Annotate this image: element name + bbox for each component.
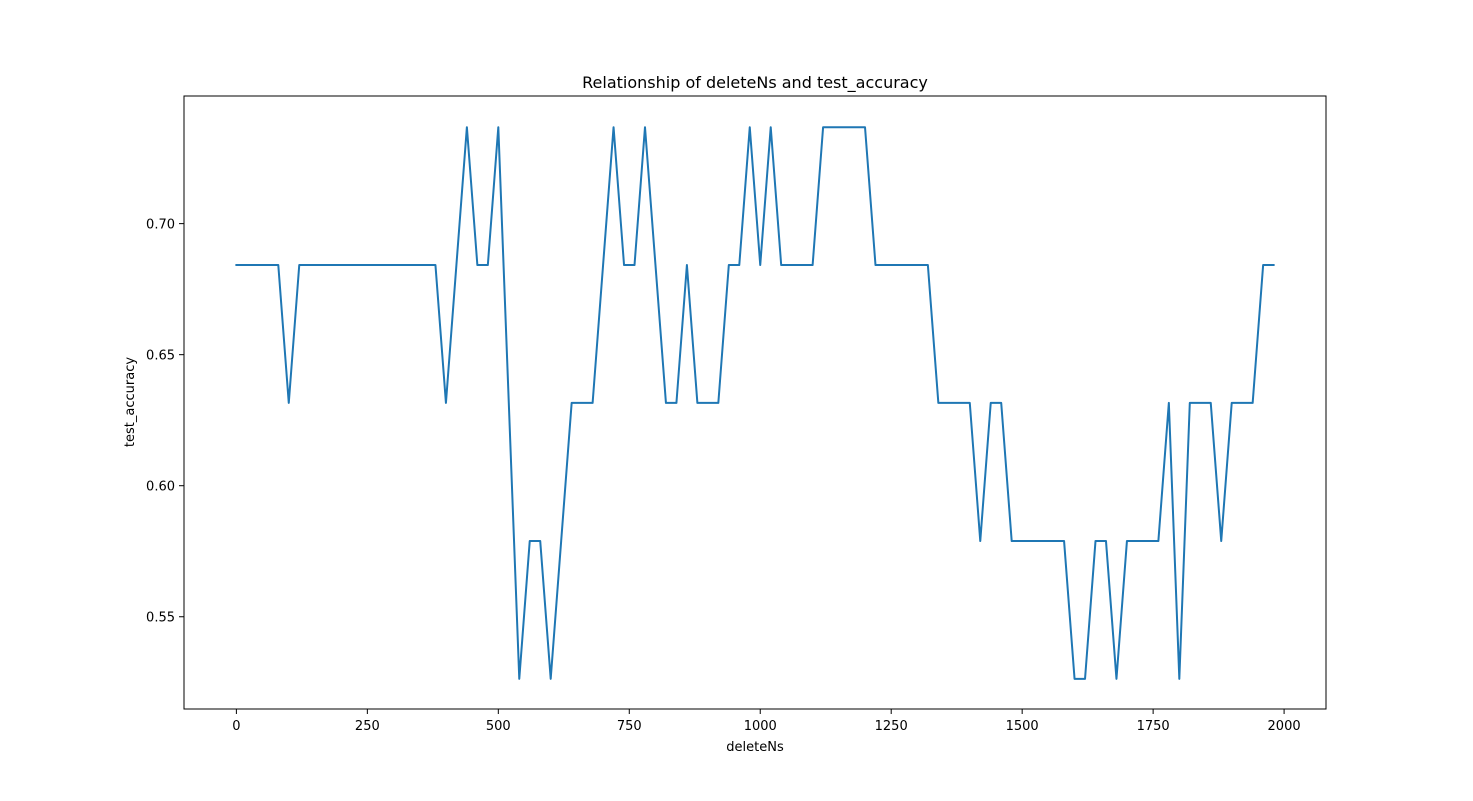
x-tick-label: 1250 [875, 719, 908, 734]
x-tick-label: 1750 [1137, 719, 1170, 734]
y-tick-label: 0.60 [146, 480, 175, 495]
x-axis-label: deleteNs [726, 740, 784, 755]
x-tick-label: 750 [617, 719, 642, 734]
x-tick-label: 250 [355, 719, 380, 734]
y-tick-label: 0.65 [146, 349, 175, 364]
plot-area: 0 250 500 750 1000 1250 1500 1750 2000 0.55 0.60 0.… [146, 95, 1327, 734]
x-tick-label: 2000 [1268, 719, 1301, 734]
series-line-0 [235, 126, 1275, 680]
x-tick-label: 1500 [1006, 719, 1039, 734]
chart-title: Relationship of deleteNs and test_accura… [582, 73, 928, 93]
y-tick-label: 0.55 [146, 611, 175, 626]
x-tick-label: 0 [232, 719, 240, 734]
x-tick-label: 1000 [744, 719, 777, 734]
axes-frame [183, 95, 1327, 710]
y-tick-label: 0.70 [146, 218, 175, 233]
x-tick-label: 500 [486, 719, 511, 734]
y-axis-label: test_accuracy [123, 357, 138, 447]
